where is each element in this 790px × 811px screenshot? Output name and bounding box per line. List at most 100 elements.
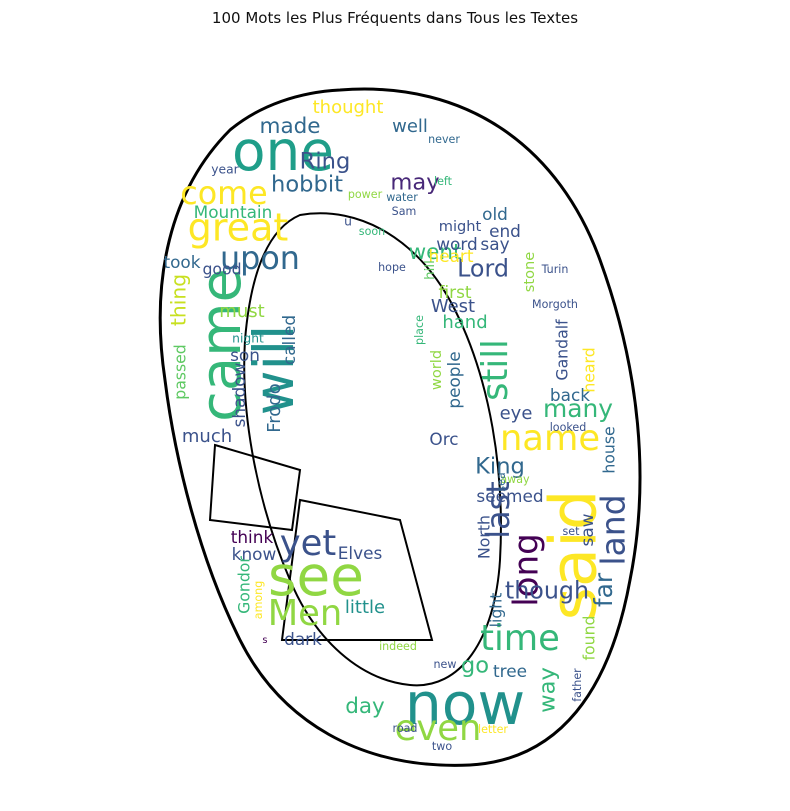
word-son: son	[230, 345, 260, 365]
word-lord: Lord	[457, 255, 509, 283]
word-gondor: Gondor	[235, 556, 254, 614]
word-sea: sea	[495, 472, 508, 491]
word-north: North	[475, 515, 494, 559]
word-power: power	[348, 188, 383, 201]
word-thought: thought	[313, 97, 384, 118]
word-sam: Sam	[392, 205, 417, 218]
word-came: came	[189, 268, 254, 422]
word-called: called	[279, 315, 299, 365]
word-hobbit: hobbit	[271, 172, 343, 198]
word-soon: soon	[359, 225, 385, 238]
word-frodo: Frodo	[264, 383, 285, 433]
word-west: West	[431, 296, 475, 317]
word-father: father	[571, 668, 584, 702]
word-king: King	[475, 454, 525, 480]
word-much: much	[182, 426, 232, 447]
word-saw: saw	[577, 513, 597, 546]
word-still: still	[475, 339, 516, 401]
word-heart: heart	[428, 246, 473, 266]
word-heard: heard	[580, 347, 599, 392]
chart-title: 100 Mots les Plus Fréquents dans Tous le…	[211, 9, 579, 27]
ring-outer-edge	[158, 87, 642, 767]
word-name: name	[500, 418, 600, 459]
word-might: might	[439, 218, 482, 235]
word-see: see	[268, 544, 364, 608]
ring-segment-bottom	[280, 498, 434, 641]
word-found: found	[580, 616, 599, 661]
word-orc: Orc	[429, 429, 458, 449]
word-said: said	[538, 490, 612, 621]
word-way: way	[535, 667, 561, 713]
word-back: back	[550, 385, 590, 405]
word-gandalf: Gandalf	[553, 319, 572, 381]
word-elves: Elves	[338, 543, 383, 563]
word-took: took	[163, 252, 200, 272]
word-world: world	[428, 350, 445, 390]
word-new: new	[434, 658, 457, 671]
word-indeed: indeed	[379, 640, 417, 653]
word-letter: letter	[478, 723, 508, 736]
word-mountain: Mountain	[194, 202, 273, 222]
word-land: land	[594, 494, 633, 565]
word-know: know	[232, 544, 277, 564]
word-tree: tree	[493, 661, 527, 681]
word-night: night	[232, 332, 264, 346]
word-will: will	[242, 325, 306, 416]
word-hand: hand	[442, 312, 487, 333]
word-come: come	[180, 175, 267, 212]
word-though: though	[505, 577, 589, 605]
word-thing: thing	[167, 274, 191, 326]
word-think: think	[231, 527, 274, 547]
word-last: last	[480, 481, 517, 538]
word-u: u	[344, 215, 352, 229]
ring-inner-edge	[243, 212, 502, 687]
word-went: went	[409, 240, 462, 265]
word-seemed: seemed	[476, 486, 543, 506]
word-passed: passed	[171, 344, 190, 400]
word-set: set	[563, 525, 581, 538]
word-yet: yet	[280, 523, 336, 564]
word-little: little	[345, 597, 385, 618]
word-time: time	[480, 618, 560, 659]
word-year: year	[211, 163, 239, 177]
word-one: one	[232, 119, 334, 183]
word-away: away	[500, 473, 530, 486]
word-hill: hill	[423, 260, 438, 280]
word-word: word	[436, 234, 478, 254]
word-go: go	[461, 653, 489, 679]
word-looked: looked	[550, 421, 587, 434]
word-long: long	[507, 533, 547, 607]
word-now: now	[405, 670, 525, 738]
word-old: old	[482, 204, 508, 224]
word-among: among	[252, 581, 265, 619]
word-ring: Ring	[300, 149, 351, 175]
ring-segment-left	[208, 443, 302, 532]
word-made: made	[260, 114, 321, 139]
word-day: day	[345, 694, 385, 719]
word-many: many	[543, 394, 613, 423]
word-must: must	[219, 301, 264, 322]
word-even: even	[395, 708, 482, 749]
word-end: end	[489, 221, 521, 241]
word-good: good	[202, 260, 241, 279]
word-may: may	[390, 170, 439, 196]
word-first: first	[438, 282, 471, 302]
word-people: people	[444, 351, 464, 408]
word-light: light	[487, 593, 506, 628]
word-men: Men	[268, 593, 343, 634]
word-two: two	[432, 740, 452, 753]
word-road: road	[393, 722, 418, 735]
word-water: water	[386, 191, 418, 204]
ring-mask-outline	[158, 87, 642, 767]
word-far: far	[589, 572, 618, 607]
word-never: never	[428, 133, 460, 146]
word-house: house	[600, 426, 619, 473]
word-say: say	[480, 234, 509, 254]
word-shadow: shadow	[229, 362, 249, 427]
word-stone: stone	[521, 252, 538, 293]
word-s: s	[262, 635, 267, 646]
word-turin: Turin	[541, 263, 569, 276]
word-place: place	[413, 315, 426, 345]
